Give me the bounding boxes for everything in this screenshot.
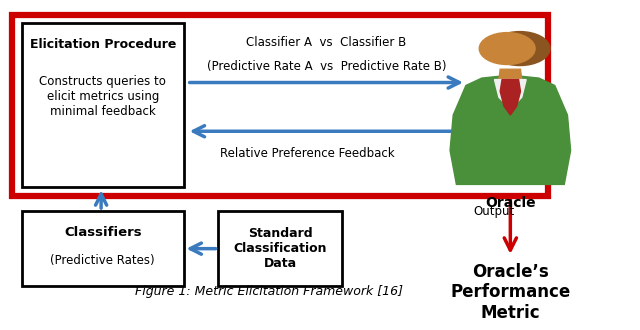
FancyBboxPatch shape: [22, 23, 184, 187]
Text: (Predictive Rates): (Predictive Rates): [51, 254, 155, 267]
Polygon shape: [450, 75, 571, 184]
FancyBboxPatch shape: [22, 211, 184, 286]
Text: Relative Preference Feedback: Relative Preference Feedback: [220, 147, 395, 160]
Text: Constructs queries to
elicit metrics using
minimal feedback: Constructs queries to elicit metrics usi…: [39, 75, 166, 118]
FancyBboxPatch shape: [218, 211, 342, 286]
Text: Output: Output: [474, 205, 515, 218]
FancyBboxPatch shape: [12, 15, 548, 196]
Ellipse shape: [479, 33, 535, 64]
Text: Classifier A  vs  Classifier B: Classifier A vs Classifier B: [246, 36, 406, 49]
Text: Elicitation Procedure: Elicitation Procedure: [29, 38, 176, 50]
Text: Oracle’s
Performance
Metric: Oracle’s Performance Metric: [450, 263, 570, 322]
Polygon shape: [499, 69, 522, 80]
Text: Standard
Classification
Data: Standard Classification Data: [234, 227, 327, 270]
Text: Oracle: Oracle: [485, 196, 536, 210]
Text: (Predictive Rate A  vs  Predictive Rate B): (Predictive Rate A vs Predictive Rate B): [207, 60, 446, 73]
Polygon shape: [495, 80, 526, 109]
Text: Figure 1: Metric Elicitation Framework [16]: Figure 1: Metric Elicitation Framework […: [135, 285, 403, 298]
Polygon shape: [500, 80, 520, 115]
Ellipse shape: [490, 32, 550, 66]
Text: Classifiers: Classifiers: [64, 226, 141, 239]
